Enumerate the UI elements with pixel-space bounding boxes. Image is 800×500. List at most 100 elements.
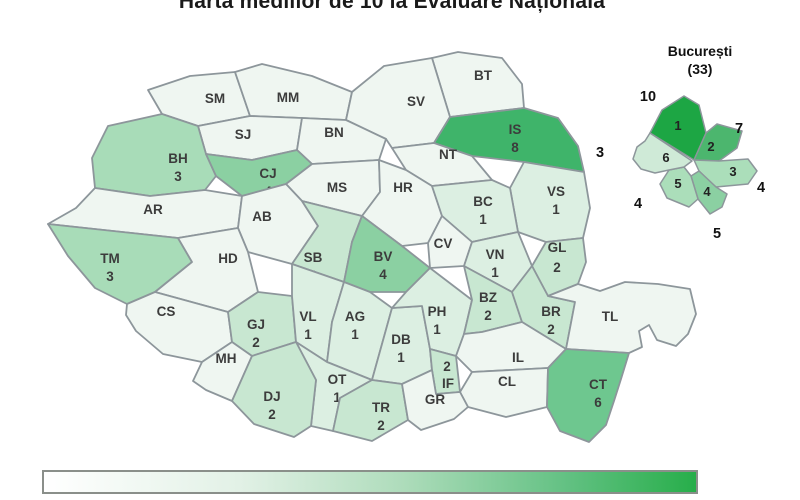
county-sm-code: SM [205,91,225,106]
county-mh-code: MH [216,351,237,366]
county-bh[interactable]: BH 3 [91,113,217,197]
county-gl-code: GL [548,240,567,255]
county-bv-shape[interactable] [343,215,431,293]
county-cl[interactable]: CL [459,367,549,418]
county-bn[interactable]: BN [296,117,387,165]
sector-5-label: 5 [674,176,681,191]
county-ot-value: 1 [333,390,341,405]
sector-2-label: 2 [707,139,714,154]
county-bc-code: BC [473,194,493,209]
county-cv[interactable]: CV [427,215,473,269]
county-ot-code: OT [328,372,348,387]
county-bv-code: BV [374,249,393,264]
county-gr[interactable]: GR [401,369,469,431]
county-bt[interactable]: BT [431,51,525,118]
county-bh-code: BH [168,151,188,166]
county-ph-code: PH [428,304,447,319]
county-db-code: DB [391,332,411,347]
county-nt-code: NT [439,147,458,162]
county-dj-code: DJ [263,389,280,404]
county-bc-value: 1 [479,212,487,227]
county-vn-value: 1 [491,265,499,280]
county-db-value: 1 [397,350,405,365]
county-hd-code: HD [218,251,238,266]
sector-5-value: 4 [634,196,642,212]
county-ab-code: AB [252,209,272,224]
county-dj-shape[interactable] [231,341,317,438]
county-vs[interactable]: VS 1 [509,161,591,243]
county-vs-code: VS [547,184,565,199]
county-gr-code: GR [425,392,446,407]
county-dj-value: 2 [268,407,276,422]
color-scale-legend [42,470,698,494]
county-cj-code: CJ [259,166,276,181]
county-ct-code: CT [589,377,608,392]
county-vl-value: 1 [304,327,312,342]
county-ar-code: AR [143,202,163,217]
county-ag[interactable]: AG 1 [326,281,393,381]
sector-6-shape[interactable] [632,132,693,174]
county-gr-shape[interactable] [401,369,469,431]
county-tl-code: TL [602,309,619,324]
sector-1-value: 10 [640,89,656,105]
county-bz-code: BZ [479,290,497,305]
sector-4-label: 4 [703,184,711,199]
county-cj[interactable]: CJ4 [205,149,313,199]
county-br-code: BR [541,304,561,319]
county-il-code: IL [512,350,524,365]
sector-2-value: 7 [735,121,743,137]
county-vs-value: 1 [552,202,560,217]
county-il[interactable]: IL [455,321,567,373]
county-ph-value: 1 [433,322,441,337]
county-gj-value: 2 [252,335,260,350]
county-ct-value: 6 [594,395,602,410]
county-cs-code: CS [157,304,176,319]
county-cv-code: CV [434,236,453,251]
county-vn-code: VN [486,247,505,262]
county-cl-code: CL [498,374,516,389]
county-if-code: IF [442,376,454,391]
inset-title: București [668,43,733,59]
county-gl-value: 2 [553,260,561,275]
county-sb-code: SB [304,250,323,265]
sector-3-value: 4 [757,180,765,196]
page-title: Harta mediilor de 10 la Evaluare Naționa… [178,0,606,13]
county-bt-code: BT [474,68,493,83]
county-tm-code: TM [100,251,120,266]
county-bv[interactable]: BV 4 [343,215,431,293]
sector-3-label: 3 [729,164,736,179]
county-ph[interactable]: PH 1 [391,267,473,357]
county-tm-value: 3 [106,269,114,284]
bucharest-inset: București (33) 1 2 3 4 5 6 10 7 4 5 4 3 [596,43,765,242]
county-tr-value: 2 [377,418,385,433]
county-vs-shape[interactable] [509,161,591,243]
county-tr-code: TR [372,400,390,415]
county-mm-code: MM [277,90,300,105]
county-bh-shape[interactable] [91,113,217,197]
county-bn-code: BN [324,125,344,140]
county-bh-value: 3 [174,169,182,184]
county-sj-code: SJ [235,127,252,142]
county-bz-value: 2 [484,308,492,323]
county-gj-code: GJ [247,317,265,332]
county-ag-code: AG [345,309,365,324]
county-sv-code: SV [407,94,425,109]
county-is-value: 8 [511,140,519,155]
county-cv-shape[interactable] [427,215,473,269]
county-mm[interactable]: MM [234,63,353,121]
county-tr[interactable]: TR 2 [332,379,409,442]
sector-6-value: 3 [596,145,604,161]
county-ct-shape[interactable] [546,348,630,443]
county-if-value: 2 [443,359,451,374]
county-dj[interactable]: DJ 2 [231,341,317,438]
county-vl-code: VL [299,309,316,324]
county-if[interactable]: 2 IF [429,348,461,395]
county-tl-shape[interactable] [547,281,697,354]
county-ct[interactable]: CT 6 [546,348,630,443]
county-tl[interactable]: TL [547,281,697,354]
county-is-code: IS [509,122,522,137]
county-ms-code: MS [327,180,347,195]
sector-1-label: 1 [674,118,681,133]
